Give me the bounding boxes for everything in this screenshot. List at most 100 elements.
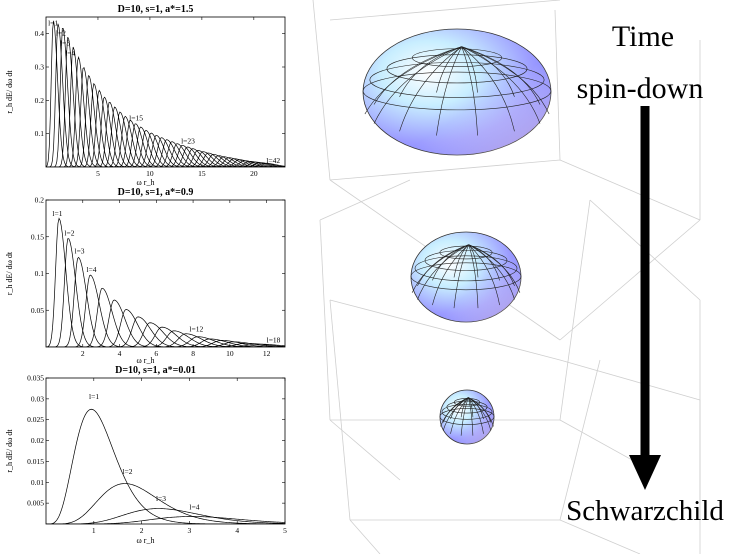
y-tick-label: 0.035 [27,374,44,383]
series-line-l=3 [46,508,285,524]
chart-title: D=10, s=1, a*=0.9 [118,187,194,198]
curve-label: l=18 [267,336,281,345]
chart-title: D=10, s=1, a*=0.01 [115,365,196,376]
x-tick-label: 2 [140,526,144,535]
meridian-line [468,244,479,309]
meridian-line [373,46,462,124]
series-line-l=1 [46,20,285,167]
meridian-line [453,244,470,309]
meridian-line [460,397,469,418]
curve-label: l=1 [52,209,62,218]
curve-label: l=2 [122,467,132,476]
series-line-l=3 [46,256,285,347]
x-tick-label: 4 [118,349,122,358]
x-tick-label: 3 [188,526,192,535]
x-tick-label: 5 [283,526,287,535]
series-line-l=9 [46,322,285,347]
meridian-line [461,46,478,136]
x-axis-label: ω r_h [137,178,155,187]
series-line-l=15 [46,340,285,347]
x-axis-label: ω r_h [137,536,155,545]
latitude-line [414,255,518,282]
series-line-l=17 [46,342,285,347]
meridian-line [468,397,492,431]
chart-1: D=10, s=1, a*=1.5 5 10 15 20 0.1 0.2 0.3 0.4 ω r_… [5,4,286,187]
y-tick-label: 0.1 [35,269,45,278]
y-axis-label: r_h dE/ dω dt [5,251,14,295]
series-group [46,408,285,524]
x-axis-label: ω r_h [137,356,155,365]
series-line-l=13 [46,336,285,347]
y-tick-label: 0.015 [27,457,44,466]
series-line-l=16 [46,341,285,347]
series-line-l=19 [46,129,285,167]
series-line-l=21 [46,135,285,167]
curve-label: l=1 [48,18,58,27]
y-tick-label: 0.4 [35,29,45,38]
plot-frame [45,16,286,168]
meridian-line [436,46,462,136]
ellipsoid-large [362,28,552,156]
series-line-l=2 [46,483,285,524]
y-axis-label: r_h dE/ dω dt [5,70,14,114]
series-line-l=7 [46,309,285,347]
series-line-l=35 [46,157,285,167]
series-line-l=18 [46,343,285,347]
meridian-line [468,397,474,418]
x-tick-label: 8 [191,349,195,358]
latitude-line [439,408,495,425]
latitude-line [441,404,493,420]
meridian-line [432,244,469,306]
ellipsoids [362,28,552,445]
series-line-l=9 [46,82,285,167]
y-tick-label: 0.15 [31,232,44,241]
series-line-l=10 [46,326,285,347]
y-tick-label: 0.2 [35,96,45,105]
chart-title: D=10, s=1, a*=1.5 [118,4,194,15]
meridian-line [461,46,478,93]
y-tick-label: 0.05 [31,306,44,315]
ellipsoid-large-shade [363,29,551,155]
curve-label: l=4 [86,265,96,274]
series-line-l=1 [46,408,285,524]
series-line-l=2 [46,238,285,347]
meridian-line [442,397,469,431]
meridian-line [461,46,515,97]
x-tick-label: 1 [92,526,96,535]
series-line-l=7 [46,66,285,167]
meridian-line [417,244,469,300]
x-tick-label: 12 [263,349,271,358]
curve-label: l=4 [189,502,199,511]
series-line-l=20 [46,132,285,167]
series-group [46,217,285,347]
curve-label: l=42 [266,156,280,165]
meridian-line [468,397,474,436]
curve-label: l=23 [181,137,195,146]
series-line-l=23 [46,139,285,167]
meridian-line [468,244,500,306]
y-tick-label: 0.2 [35,196,45,205]
curve-label: l=2 [56,28,66,37]
meridian-line [468,244,500,281]
meridian-line [468,244,479,278]
meridian-line [468,244,515,300]
meridian-line [364,46,462,115]
curve-label: l=3 [156,494,166,503]
x-tick-label: 20 [250,169,258,178]
series-line-l=11 [46,330,285,347]
x-tick-label: 2 [81,349,85,358]
y-tick-label: 0.01 [31,478,44,487]
meridian-line [453,244,469,278]
latitude-line [369,62,545,98]
time-arrow [629,106,661,490]
meridian-line [450,397,469,420]
y-tick-label: 0.005 [27,499,44,508]
series-line-l=4 [46,36,285,167]
curve-label: l=3 [74,247,84,256]
series-line-l=3 [46,28,285,167]
curve-label: l=12 [189,325,203,334]
y-tick-label: 0.025 [27,415,44,424]
x-tick-label: 10 [226,349,234,358]
x-tick-label: 10 [146,169,154,178]
series-line-l=25 [46,143,285,167]
